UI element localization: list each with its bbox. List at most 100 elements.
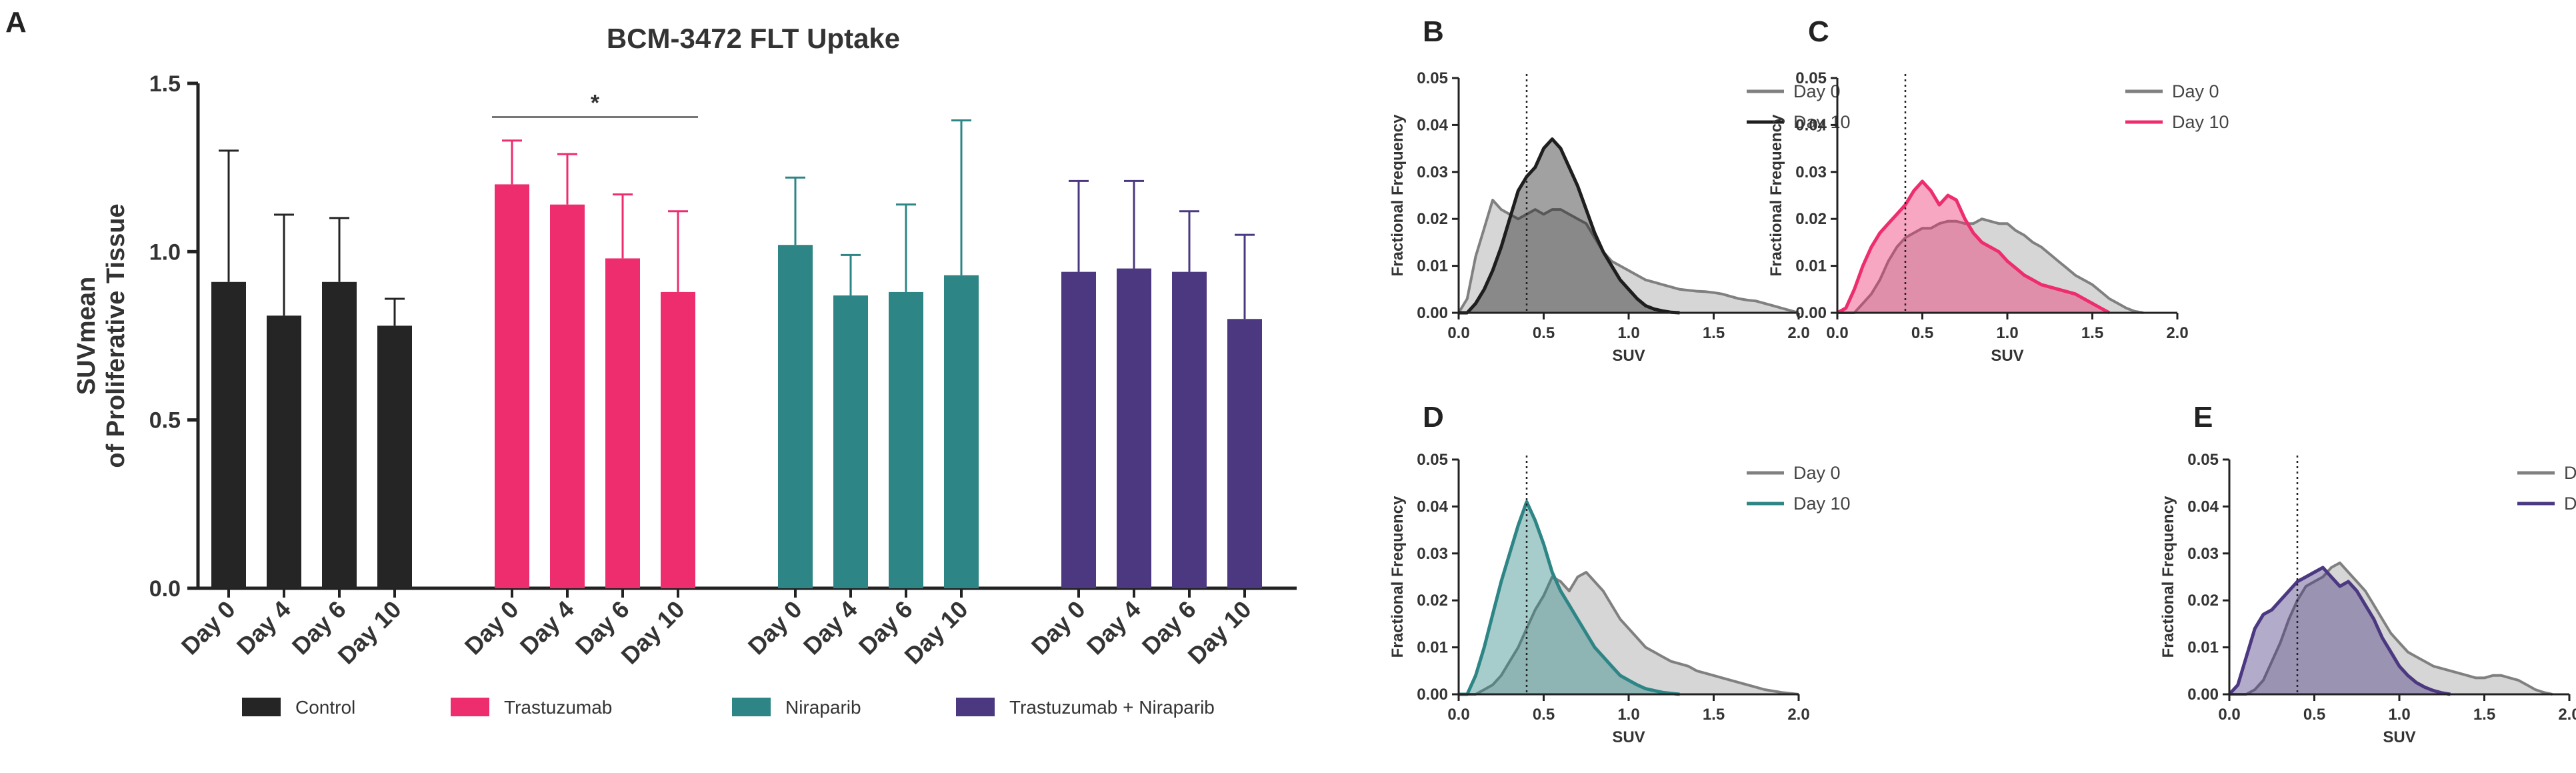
y-tick-label: 0.02 [1417, 592, 1448, 610]
y-tick-label: 0.03 [1795, 163, 1827, 181]
bar-trastuzumab-3 [661, 291, 695, 588]
y-tick-label: 0.0 [149, 576, 181, 602]
y-tick-label: 0.00 [1417, 686, 1448, 704]
legend-label-2: Niraparib [785, 697, 861, 718]
x-tick-label: 2.0 [1787, 706, 1809, 724]
legend-swatch-0 [242, 698, 281, 716]
bar-niraparib-0 [778, 245, 813, 588]
legend-swatch-1 [451, 698, 489, 716]
legend-label-0: Day 0 [2172, 81, 2219, 101]
series-line-day-10 [1459, 137, 1680, 315]
x-tick-label: 1.5 [2473, 706, 2495, 724]
category-label: Day 0 [176, 596, 241, 660]
x-tick-label: 0.0 [2218, 706, 2240, 724]
series-area-day-0 [1837, 219, 2143, 313]
series-line-day-0 [2229, 561, 2553, 696]
y-tick-label: 0.04 [1417, 498, 1448, 516]
panel-c-histogram: C 0.00 0.01 0.02 0.03 0.04 0.05 0.0 0.5 1.0 1.5 2.0… [1767, 15, 2229, 365]
bar-control-3 [377, 325, 412, 588]
series-line-day-10 [1459, 500, 1680, 696]
category-label: Day 10 [616, 596, 690, 670]
bar-control-2 [322, 281, 357, 588]
panel-letter-d: D [1423, 401, 1444, 434]
bar-control-1 [267, 315, 301, 588]
x-axis-label: SUV [1991, 347, 2023, 365]
y-tick-label: 1.5 [149, 71, 181, 97]
category-label: Day 10 [1183, 596, 1257, 670]
y-tick-label: 0.04 [1417, 116, 1448, 134]
x-tick-label: 0.5 [1533, 324, 1555, 342]
x-axis-label: SUV [2383, 728, 2415, 746]
category-label: Day 4 [1081, 596, 1146, 660]
x-tick-label: 1.0 [1617, 324, 1639, 342]
y-tick-label: 0.05 [2187, 451, 2219, 469]
panel-b-histogram: B 0.00 0.01 0.02 0.03 0.04 0.05 0.0 0.5 1.0 1.5 2.0… [1389, 15, 1851, 365]
y-tick-label: 0.00 [2187, 686, 2219, 704]
legend-label-0: Control [295, 697, 355, 718]
legend-label-1: Day 10 [2172, 112, 2229, 132]
series-area-day-10 [1459, 502, 1680, 694]
series-area-day-10 [2229, 567, 2451, 694]
x-tick-label: 1.0 [1617, 706, 1639, 724]
y-tick-label: 0.02 [1795, 210, 1827, 228]
category-label: Day 0 [743, 596, 807, 660]
y-axis-label-line1: SUVmean [73, 277, 101, 395]
y-tick-label: 0.03 [2187, 545, 2219, 563]
y-tick-label: 0.05 [1417, 69, 1448, 87]
panel-e-histogram: E 0.00 0.01 0.02 0.03 0.04 0.05 0.0 0.5 1.0 1.5 2.0… [2159, 401, 2576, 746]
x-tick-label: 0.5 [1533, 706, 1555, 724]
category-label: Day 10 [333, 596, 407, 670]
series-area-day-0 [1459, 572, 1799, 694]
series-line-day-0 [1459, 571, 1799, 696]
bar-trastuzumab-0 [495, 184, 529, 588]
y-tick-label: 0.00 [1795, 304, 1827, 322]
y-tick-label: 0.01 [1417, 639, 1448, 657]
x-tick-label: 0.5 [2303, 706, 2325, 724]
bar-control-0 [211, 281, 246, 588]
y-axis-label-line2: of Proliferative Tissue [102, 203, 130, 468]
panel-letter-e: E [2193, 401, 2213, 434]
y-tick-label: 0.04 [2187, 498, 2219, 516]
y-tick-label: 0.05 [1417, 451, 1448, 469]
y-tick-label: 0.01 [1417, 257, 1448, 275]
category-label: Day 4 [798, 596, 863, 660]
y-tick-label: 0.01 [1795, 257, 1827, 275]
panel-letter-c: C [1808, 15, 1829, 48]
y-tick-label: 0.02 [2187, 592, 2219, 610]
bar-trastuzumab-niraparib-2 [1172, 271, 1207, 588]
x-tick-label: 0.0 [1447, 324, 1469, 342]
chart-title: BCM-3472 FLT Uptake [607, 23, 900, 54]
series-area-day-0 [2229, 562, 2553, 694]
x-tick-label: 1.0 [2388, 706, 2410, 724]
series-line-day-0 [1457, 199, 1799, 314]
category-label: Day 0 [459, 596, 524, 660]
bar-trastuzumab-niraparib-3 [1227, 319, 1262, 588]
significance-star: * [591, 90, 600, 115]
series-area-day-0 [1459, 200, 1799, 313]
y-axis-label: Fractional Frequency [2159, 496, 2177, 658]
bar-trastuzumab-niraparib-1 [1117, 268, 1151, 588]
legend-label-1: Day 10 [1793, 112, 1851, 132]
x-tick-label: 1.5 [1703, 706, 1725, 724]
x-tick-label: 2.0 [2558, 706, 2576, 724]
panel-d-histogram: D 0.00 0.01 0.02 0.03 0.04 0.05 0.0 0.5 1.0 1.5 2.0… [1389, 401, 1851, 746]
legend-label-0: Day 0 [1793, 463, 1841, 483]
y-axis-label: Fractional Frequency [1389, 496, 1407, 658]
legend-label-1: Day 10 [1793, 494, 1851, 514]
y-tick-label: 0.02 [1417, 210, 1448, 228]
x-tick-label: 2.0 [1787, 324, 1809, 342]
x-tick-label: 2.0 [2166, 324, 2188, 342]
x-tick-label: 1.0 [1996, 324, 2018, 342]
y-tick-label: 0.03 [1417, 163, 1448, 181]
x-tick-label: 0.0 [1826, 324, 1848, 342]
legend-label-0: Day 0 [1793, 81, 1841, 101]
legend-label-3: Trastuzumab + Niraparib [1009, 697, 1215, 718]
category-label: Day 0 [1026, 596, 1091, 660]
y-tick-label: 0.05 [1795, 69, 1827, 87]
bar-niraparib-2 [889, 291, 923, 588]
y-tick-label: 0.04 [1795, 116, 1827, 134]
legend-swatch-2 [732, 698, 771, 716]
series-line-day-10 [1836, 179, 2111, 315]
bar-trastuzumab-2 [605, 258, 640, 588]
y-tick-label: 0.01 [2187, 639, 2219, 657]
